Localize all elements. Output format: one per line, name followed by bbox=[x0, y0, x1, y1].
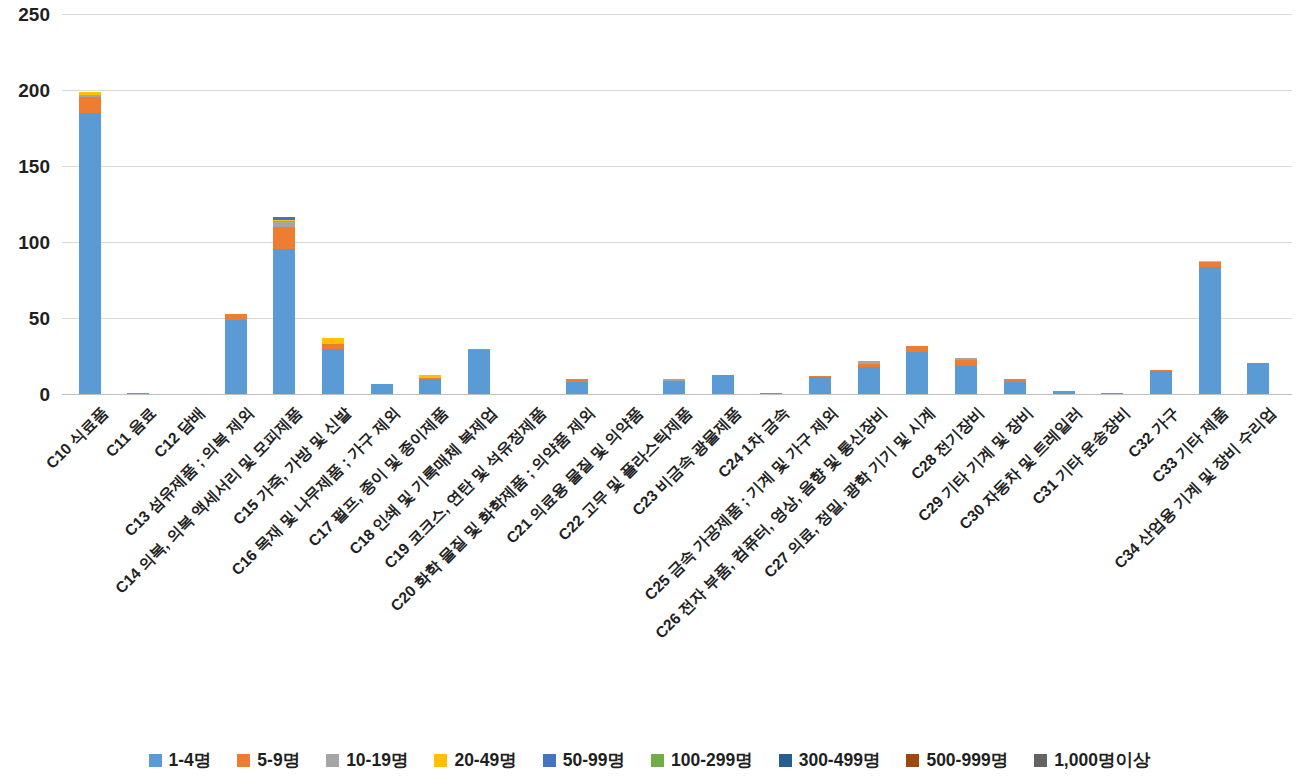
bar-segment bbox=[809, 376, 831, 378]
legend-item: 500-999명 bbox=[906, 748, 1008, 772]
legend-swatch bbox=[237, 754, 250, 767]
bar-segment bbox=[1199, 267, 1221, 395]
y-tick-label: 0 bbox=[2, 384, 50, 406]
gridline bbox=[62, 14, 1292, 15]
bar-segment bbox=[468, 349, 490, 351]
bar-segment bbox=[273, 220, 295, 222]
legend-item: 5-9명 bbox=[237, 748, 300, 772]
bar-segment bbox=[955, 366, 977, 395]
y-tick-label: 200 bbox=[2, 80, 50, 102]
legend-label: 500-999명 bbox=[926, 748, 1008, 772]
legend-item: 300-499명 bbox=[779, 748, 881, 772]
bar-segment bbox=[1199, 262, 1221, 267]
bar-segment bbox=[419, 378, 441, 380]
legend-item: 20-49명 bbox=[434, 748, 516, 772]
bar-segment bbox=[858, 361, 880, 364]
bar-segment bbox=[419, 375, 441, 378]
bar-segment bbox=[1053, 391, 1075, 394]
y-tick-label: 150 bbox=[2, 156, 50, 178]
bar-segment bbox=[1004, 379, 1026, 382]
bar-segment bbox=[906, 346, 928, 352]
bar-segment bbox=[371, 384, 393, 395]
legend-label: 100-299명 bbox=[671, 748, 753, 772]
bar-segment bbox=[273, 217, 295, 220]
gridline bbox=[62, 242, 1292, 243]
legend-item: 100-299명 bbox=[651, 748, 753, 772]
legend-item: 10-19명 bbox=[326, 748, 408, 772]
legend-label: 300-499명 bbox=[799, 748, 881, 772]
bar-segment bbox=[322, 344, 344, 349]
bar-segment bbox=[906, 352, 928, 395]
legend-swatch bbox=[779, 754, 792, 767]
bar-segment bbox=[225, 314, 247, 320]
y-tick-label: 100 bbox=[2, 232, 50, 254]
legend-label: 10-19명 bbox=[346, 748, 408, 772]
bar-segment bbox=[712, 375, 734, 395]
legend-swatch bbox=[1034, 754, 1047, 767]
bar-segment bbox=[1199, 261, 1221, 263]
bar-segment bbox=[273, 227, 295, 248]
bar-segment bbox=[468, 350, 490, 394]
bar-segment bbox=[419, 379, 441, 394]
legend-label: 1,000명이상 bbox=[1054, 748, 1150, 772]
bar-segment bbox=[955, 360, 977, 366]
bar-segment bbox=[663, 379, 685, 381]
bar-segment bbox=[1150, 370, 1172, 371]
plot-area bbox=[0, 0, 1299, 784]
legend-label: 1-4명 bbox=[169, 748, 212, 772]
legend-swatch bbox=[906, 754, 919, 767]
legend-swatch bbox=[434, 754, 447, 767]
bar-segment bbox=[273, 221, 295, 227]
legend-item: 50-99명 bbox=[543, 748, 625, 772]
legend-swatch bbox=[651, 754, 664, 767]
bar-segment bbox=[1150, 371, 1172, 395]
bar-segment bbox=[566, 382, 588, 395]
y-tick-label: 50 bbox=[2, 308, 50, 330]
bar-segment bbox=[858, 367, 880, 394]
legend-label: 5-9명 bbox=[257, 748, 300, 772]
bar-segment bbox=[225, 320, 247, 394]
legend-item: 1-4명 bbox=[149, 748, 212, 772]
bar-segment bbox=[273, 249, 295, 395]
legend-swatch bbox=[543, 754, 556, 767]
gridline bbox=[62, 90, 1292, 91]
bar-segment bbox=[955, 358, 977, 360]
stacked-bar-chart: 050100150200250 C10 식료품C11 음료C12 담배C13 섬… bbox=[0, 0, 1299, 784]
bar-segment bbox=[79, 113, 101, 394]
y-tick-label: 250 bbox=[2, 4, 50, 26]
legend-swatch bbox=[149, 754, 162, 767]
bar-segment bbox=[127, 393, 149, 395]
bar-segment bbox=[1101, 393, 1123, 395]
bar-segment bbox=[858, 364, 880, 367]
bar-segment bbox=[322, 338, 344, 344]
bar-segment bbox=[79, 92, 101, 95]
legend-label: 50-99명 bbox=[563, 748, 625, 772]
bar-segment bbox=[663, 381, 685, 395]
legend-item: 1,000명이상 bbox=[1034, 748, 1150, 772]
bar-segment bbox=[760, 393, 782, 395]
bar-segment bbox=[809, 377, 831, 394]
bar-segment bbox=[79, 97, 101, 114]
bar-segment bbox=[79, 95, 101, 97]
bar-segment bbox=[1004, 382, 1026, 394]
legend-swatch bbox=[326, 754, 339, 767]
gridline bbox=[62, 166, 1292, 167]
bar-segment bbox=[566, 379, 588, 381]
bar-segment bbox=[322, 349, 344, 395]
bar-segment bbox=[1247, 363, 1269, 395]
legend: 1-4명 5-9명 10-19명 20-49명 50-99명 100-299명 300-49… bbox=[0, 748, 1299, 772]
legend-label: 20-49명 bbox=[454, 748, 516, 772]
